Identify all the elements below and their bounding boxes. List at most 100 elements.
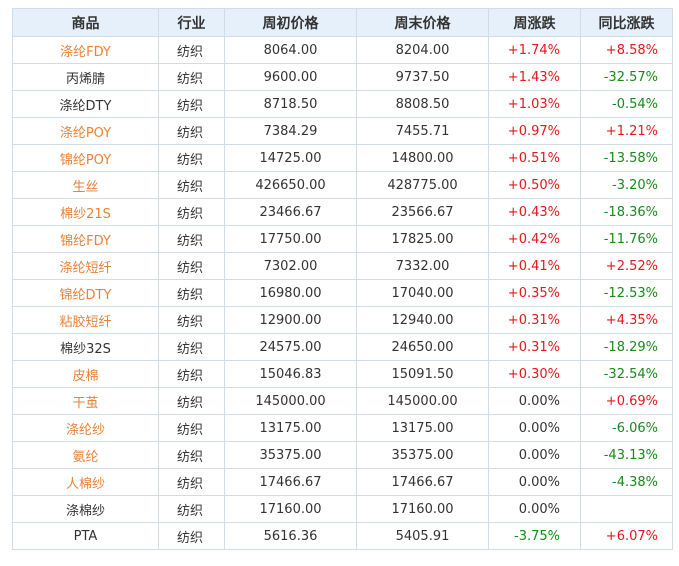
header-yoy-change: 同比涨跌 <box>580 8 673 37</box>
table-row: PTA 纺织 5616.36 5405.91 -3.75% +6.07% <box>12 522 673 550</box>
open-price-cell: 426650.00 <box>224 171 357 199</box>
industry-cell: 纺织 <box>158 468 225 496</box>
open-price-cell: 17160.00 <box>224 495 357 523</box>
price-table-container: 商品 行业 周初价格 周末价格 周涨跌 同比涨跌 涤纶FDY 纺织 8064.00 8… <box>12 8 673 550</box>
table-row: 生丝 纺织 426650.00 428775.00 +0.50% -3.20% <box>12 171 673 199</box>
open-price-cell: 23466.67 <box>224 198 357 226</box>
commodity-name[interactable]: 涤纶FDY <box>12 36 159 64</box>
commodity-name[interactable]: 锦纶POY <box>12 144 159 172</box>
commodity-name: 丙烯腈 <box>12 63 159 91</box>
industry-cell: 纺织 <box>158 279 225 307</box>
weekly-change-cell: +0.31% <box>488 333 581 361</box>
commodity-name: 棉纱32S <box>12 333 159 361</box>
price-table: 商品 行业 周初价格 周末价格 周涨跌 同比涨跌 涤纶FDY 纺织 8064.00 8… <box>12 8 673 550</box>
close-price-cell: 35375.00 <box>356 441 489 469</box>
close-price-cell: 9737.50 <box>356 63 489 91</box>
commodity-name[interactable]: 干茧 <box>12 387 159 415</box>
industry-cell: 纺织 <box>158 360 225 388</box>
weekly-change-cell: 0.00% <box>488 414 581 442</box>
yoy-change-cell: -0.54% <box>580 90 673 118</box>
commodity-name[interactable]: 皮棉 <box>12 360 159 388</box>
table-row: 涤棉纱 纺织 17160.00 17160.00 0.00% <box>12 495 673 523</box>
commodity-name: 涤纶DTY <box>12 90 159 118</box>
industry-cell: 纺织 <box>158 36 225 64</box>
industry-cell: 纺织 <box>158 171 225 199</box>
table-row: 粘胶短纤 纺织 12900.00 12940.00 +0.31% +4.35% <box>12 306 673 334</box>
open-price-cell: 145000.00 <box>224 387 357 415</box>
weekly-change-cell: +1.43% <box>488 63 581 91</box>
open-price-cell: 17466.67 <box>224 468 357 496</box>
yoy-change-cell: -32.54% <box>580 360 673 388</box>
yoy-change-cell: +0.69% <box>580 387 673 415</box>
table-row: 锦纶FDY 纺织 17750.00 17825.00 +0.42% -11.76% <box>12 225 673 253</box>
industry-cell: 纺织 <box>158 306 225 334</box>
yoy-change-cell: -3.20% <box>580 171 673 199</box>
yoy-change-cell: -4.38% <box>580 468 673 496</box>
industry-cell: 纺织 <box>158 522 225 550</box>
yoy-change-cell <box>580 495 673 523</box>
table-row: 皮棉 纺织 15046.83 15091.50 +0.30% -32.54% <box>12 360 673 388</box>
weekly-change-cell: +1.74% <box>488 36 581 64</box>
close-price-cell: 5405.91 <box>356 522 489 550</box>
table-row: 锦纶POY 纺织 14725.00 14800.00 +0.51% -13.58% <box>12 144 673 172</box>
weekly-change-cell: +0.30% <box>488 360 581 388</box>
industry-cell: 纺织 <box>158 198 225 226</box>
table-row: 人棉纱 纺织 17466.67 17466.67 0.00% -4.38% <box>12 468 673 496</box>
open-price-cell: 9600.00 <box>224 63 357 91</box>
commodity-name[interactable]: 人棉纱 <box>12 468 159 496</box>
weekly-change-cell: +0.31% <box>488 306 581 334</box>
table-header: 商品 行业 周初价格 周末价格 周涨跌 同比涨跌 <box>12 8 673 37</box>
open-price-cell: 17750.00 <box>224 225 357 253</box>
open-price-cell: 14725.00 <box>224 144 357 172</box>
table-row: 涤纶短纤 纺织 7302.00 7332.00 +0.41% +2.52% <box>12 252 673 280</box>
table-row: 氨纶 纺织 35375.00 35375.00 0.00% -43.13% <box>12 441 673 469</box>
weekly-change-cell: +0.51% <box>488 144 581 172</box>
close-price-cell: 15091.50 <box>356 360 489 388</box>
weekly-change-cell: +1.03% <box>488 90 581 118</box>
commodity-name: 涤棉纱 <box>12 495 159 523</box>
weekly-change-cell: 0.00% <box>488 495 581 523</box>
yoy-change-cell: -18.36% <box>580 198 673 226</box>
yoy-change-cell: +8.58% <box>580 36 673 64</box>
table-row: 涤纶POY 纺织 7384.29 7455.71 +0.97% +1.21% <box>12 117 673 145</box>
close-price-cell: 145000.00 <box>356 387 489 415</box>
industry-cell: 纺织 <box>158 63 225 91</box>
weekly-change-cell: +0.42% <box>488 225 581 253</box>
yoy-change-cell: -12.53% <box>580 279 673 307</box>
yoy-change-cell: -11.76% <box>580 225 673 253</box>
commodity-name[interactable]: 棉纱21S <box>12 198 159 226</box>
yoy-change-cell: +4.35% <box>580 306 673 334</box>
commodity-name[interactable]: 涤纶POY <box>12 117 159 145</box>
commodity-name[interactable]: 生丝 <box>12 171 159 199</box>
weekly-change-cell: +0.41% <box>488 252 581 280</box>
close-price-cell: 8808.50 <box>356 90 489 118</box>
table-row: 涤纶DTY 纺织 8718.50 8808.50 +1.03% -0.54% <box>12 90 673 118</box>
industry-cell: 纺织 <box>158 495 225 523</box>
commodity-name: PTA <box>12 522 159 550</box>
header-industry: 行业 <box>158 8 225 37</box>
weekly-change-cell: 0.00% <box>488 441 581 469</box>
open-price-cell: 24575.00 <box>224 333 357 361</box>
table-row: 涤纶纱 纺织 13175.00 13175.00 0.00% -6.06% <box>12 414 673 442</box>
industry-cell: 纺织 <box>158 90 225 118</box>
commodity-name[interactable]: 涤纶短纤 <box>12 252 159 280</box>
commodity-name[interactable]: 涤纶纱 <box>12 414 159 442</box>
open-price-cell: 35375.00 <box>224 441 357 469</box>
weekly-change-cell: -3.75% <box>488 522 581 550</box>
header-close-price: 周末价格 <box>356 8 489 37</box>
open-price-cell: 15046.83 <box>224 360 357 388</box>
weekly-change-cell: 0.00% <box>488 468 581 496</box>
commodity-name[interactable]: 锦纶DTY <box>12 279 159 307</box>
industry-cell: 纺织 <box>158 441 225 469</box>
open-price-cell: 12900.00 <box>224 306 357 334</box>
close-price-cell: 23566.67 <box>356 198 489 226</box>
commodity-name[interactable]: 锦纶FDY <box>12 225 159 253</box>
commodity-name[interactable]: 粘胶短纤 <box>12 306 159 334</box>
header-weekly-change: 周涨跌 <box>488 8 581 37</box>
header-commodity: 商品 <box>12 8 159 37</box>
yoy-change-cell: -13.58% <box>580 144 673 172</box>
table-row: 涤纶FDY 纺织 8064.00 8204.00 +1.74% +8.58% <box>12 36 673 64</box>
close-price-cell: 428775.00 <box>356 171 489 199</box>
open-price-cell: 8718.50 <box>224 90 357 118</box>
commodity-name[interactable]: 氨纶 <box>12 441 159 469</box>
